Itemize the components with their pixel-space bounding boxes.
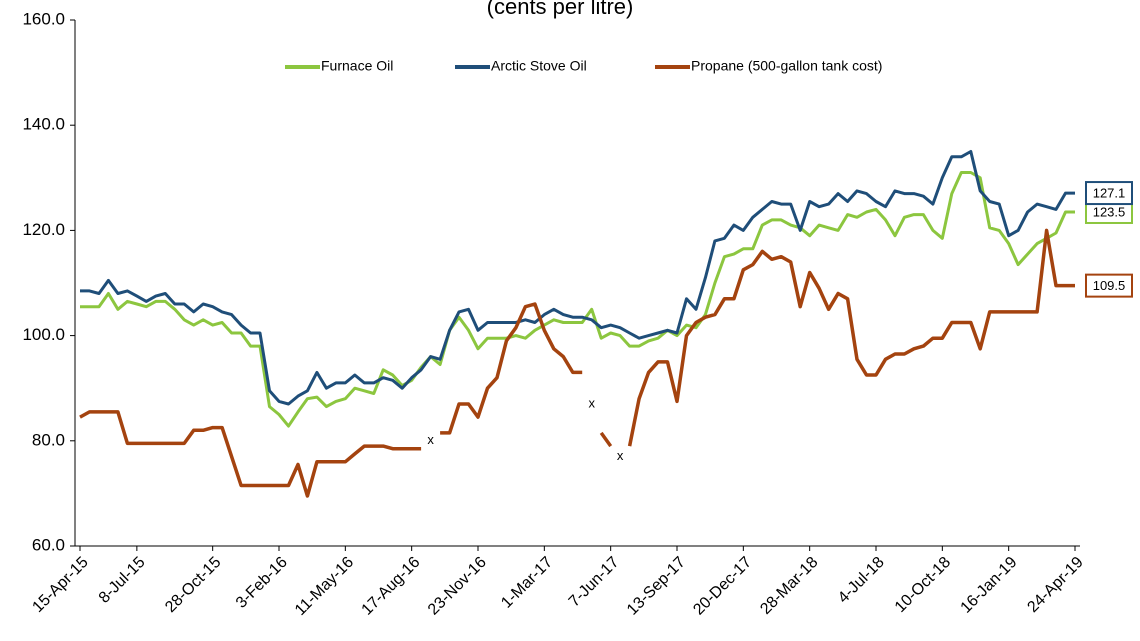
- y-tick-label: 160.0: [22, 9, 65, 28]
- legend-label: Propane (500-gallon tank cost): [691, 58, 882, 74]
- series-line: [79, 228, 1075, 498]
- x-tick-label: 28-Mar-18: [757, 554, 821, 618]
- y-tick-label: 140.0: [22, 115, 65, 134]
- y-tick-label: 120.0: [22, 220, 65, 239]
- series-line: [80, 171, 1075, 428]
- y-tick-label: 100.0: [22, 325, 65, 344]
- chart-title: (cents per litre): [487, 0, 634, 19]
- x-tick-label: 11-May-16: [292, 554, 357, 619]
- x-tick-label: 28-Oct-15: [162, 554, 224, 616]
- x-tick-label: 4-Jul-18: [835, 554, 888, 607]
- x-tick-label: 8-Jul-15: [96, 554, 149, 607]
- annotation: x: [617, 448, 624, 463]
- x-tick-label: 16-Jan-19: [958, 554, 1021, 617]
- x-tick-label: 15-Apr-15: [29, 554, 91, 616]
- legend-label: Furnace Oil: [321, 58, 393, 74]
- y-tick-label: 80.0: [32, 430, 65, 449]
- end-label: 127.1: [1093, 185, 1126, 200]
- annotation: x: [588, 395, 595, 410]
- x-tick-label: 1-Mar-17: [498, 554, 556, 612]
- end-label-box: [1085, 181, 1133, 206]
- x-tick-label: 13-Sep-17: [624, 554, 689, 619]
- legend-label: Arctic Stove Oil: [491, 58, 587, 74]
- x-tick-label: 20-Dec-17: [690, 554, 755, 619]
- x-tick-label: 17-Aug-16: [359, 554, 424, 619]
- end-label-box: [1085, 273, 1133, 298]
- x-tick-label: 10-Oct-18: [892, 554, 954, 616]
- series-line: [80, 150, 1075, 406]
- x-tick-label: 24-Apr-19: [1024, 554, 1086, 616]
- end-label: 123.5: [1093, 204, 1126, 219]
- annotation: x: [427, 432, 434, 447]
- x-tick-label: 23-Nov-16: [425, 554, 490, 619]
- end-label: 109.5: [1093, 278, 1126, 293]
- x-tick-label: 3-Feb-16: [233, 554, 291, 612]
- x-tick-label: 7-Jun-17: [566, 554, 623, 611]
- y-tick-label: 60.0: [32, 535, 65, 554]
